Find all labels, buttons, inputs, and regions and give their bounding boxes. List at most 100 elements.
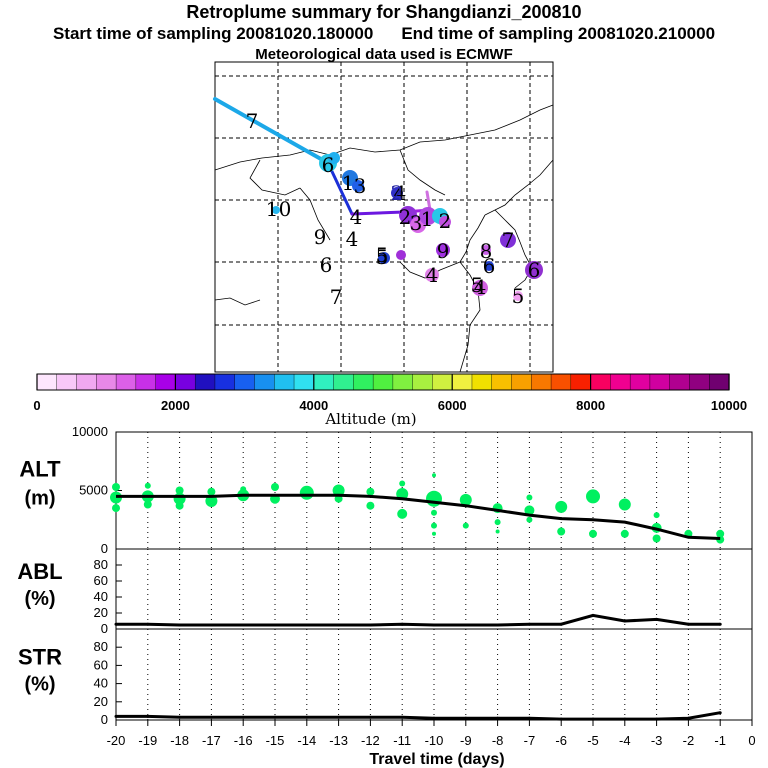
alt-particle-point [555,500,568,513]
panel-label: ALT [19,457,61,482]
start-time: Start time of sampling 20081020.180000 [52,24,374,43]
map-day-label: 0 [279,197,292,221]
map-day-label: 5 [471,273,484,297]
str-point [718,711,722,715]
alt-mean-line [116,493,721,540]
colorbar-swatch [491,373,513,391]
colorbar-tick-label: 8000 [576,398,605,413]
colorbar-swatch [274,373,295,391]
colorbar-swatch [689,373,710,391]
colorbar-swatch [511,373,532,391]
alt-particle-point [494,519,501,526]
colorbar-swatch [214,373,236,391]
str-point [305,715,309,719]
x-tick-label: -7 [524,733,536,748]
x-tick-label: -8 [492,733,504,748]
y-tick-label: 0 [101,541,108,556]
abl-point [591,613,595,617]
map-day-label: 2 [439,209,452,233]
colorbar-tick-label: 2000 [161,398,190,413]
y-tick-label: 80 [94,639,108,654]
y-tick-label: 40 [94,676,108,691]
alt-particle-point [526,516,533,523]
trajectory-particles [272,152,543,301]
colorbar-swatch [115,373,137,391]
abl-point [400,622,404,626]
colorbar-swatch [669,373,691,391]
colorbar-swatch [175,373,196,391]
map-day-label: 9 [314,225,327,249]
colorbar-swatch [531,373,552,391]
map-day-label: 5 [376,243,389,267]
coastlines-borders [214,104,554,373]
abl-point [464,623,468,627]
str-point [400,715,404,719]
map-day-label: 4 [350,205,363,229]
colorbar: 0 2000 4000 6000 8000 10000 Altitude (m) [33,373,747,428]
y-tick-label: 20 [94,694,108,709]
map-day-label: 1 [421,207,434,231]
str-point [209,715,213,719]
alt-particle-point [586,489,600,504]
str-point [178,715,182,719]
abl-point [114,622,118,626]
alt-particle-point [207,487,216,496]
str-point [527,716,531,720]
abl-point [305,623,309,627]
colorbar-tick-label: 0 [33,398,40,413]
alt-particle-point [459,493,472,506]
str-point [686,716,690,720]
colorbar-swatch [155,373,177,391]
panel-unit: (m) [24,488,55,510]
colorbar-swatch [452,373,473,391]
y-tick-label: 0 [101,621,108,636]
map-day-label: 1 [266,197,279,221]
x-tick-label: -18 [170,733,189,748]
abl-point [368,623,372,627]
abl-point [496,623,500,627]
map-day-label: 4 [426,263,439,287]
y-tick-label: 60 [94,573,108,588]
alt-particle-point [557,527,566,536]
colorbar-swatch [353,373,374,391]
colorbar-swatch [392,373,414,391]
str-point [114,714,118,718]
x-tick-label: -20 [107,733,126,748]
panel-alt: 0 5000 10000 ALT (m) [19,424,753,556]
colorbar-swatch [135,373,157,391]
abl-line [116,613,721,627]
x-tick-label: -2 [683,733,695,748]
alt-particle-point [431,522,437,529]
alt-particle-point [589,529,597,538]
x-tick-label: -15 [266,733,285,748]
str-point [559,717,563,721]
map-day-label: 8 [480,239,493,263]
x-tick-label: -19 [138,733,157,748]
alt-particle-point [653,512,660,519]
alt-particle-point [144,482,151,489]
abl-point [527,622,531,626]
str-point [655,717,659,721]
y-tick-label: 0 [101,712,108,727]
x-tick-label: -14 [297,733,316,748]
map-day-label: 4 [474,275,487,299]
map-day-label: 5 [376,245,389,269]
alt-particle-point [399,480,406,487]
str-point [337,715,341,719]
abl-point [178,623,182,627]
map-day-label: 3 [354,174,367,198]
map-day-label: 3 [410,211,423,235]
colorbar-swatch [590,373,611,391]
abl-point [432,623,436,627]
map-day-label: 7 [502,228,515,252]
met-data-note: Meteorological data used is ECMWF [255,46,513,63]
map-day-label: 6 [320,253,333,277]
y-tick-label: 40 [94,589,108,604]
colorbar-tick-label: 4000 [299,398,328,413]
abl-point [241,623,245,627]
colorbar-tick-label: 10000 [711,398,747,413]
